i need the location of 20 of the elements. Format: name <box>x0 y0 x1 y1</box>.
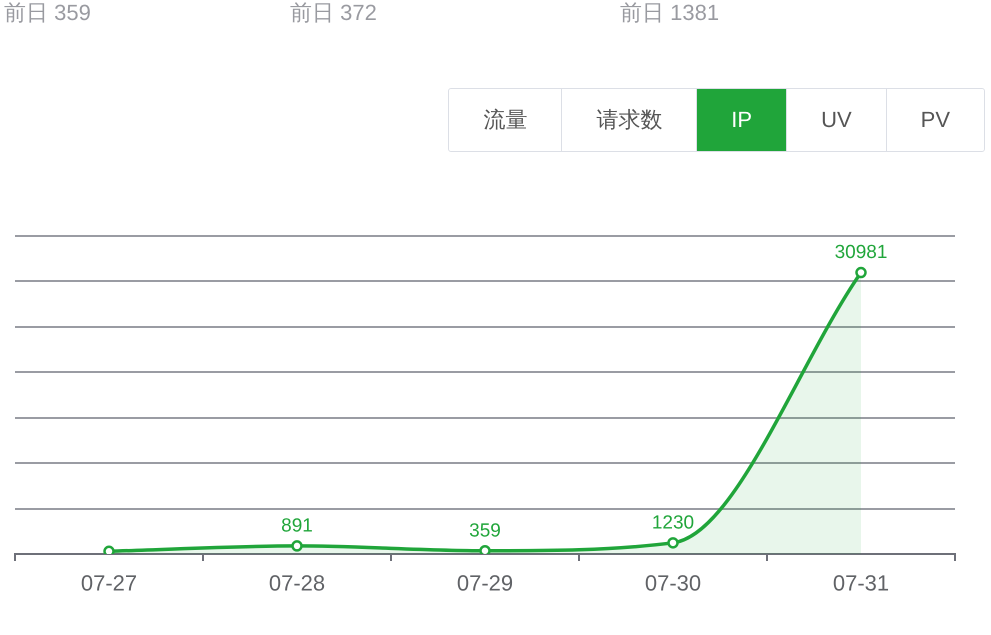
point <box>291 540 303 552</box>
x-tick-label: 07-27 <box>80 570 138 596</box>
text: 前日 359 <box>4 0 91 26</box>
point <box>103 546 115 554</box>
data-label: 1230 <box>652 512 694 534</box>
point <box>667 537 679 549</box>
x-tick-label: 07-29 <box>456 570 514 596</box>
x-tick-label: 07-30 <box>644 570 702 596</box>
data-label: 891 <box>281 516 313 537</box>
text: 前日 1381 <box>620 0 720 26</box>
text: 前日 372 <box>290 0 377 26</box>
point <box>855 266 867 278</box>
tab-button[interactable]: PV <box>886 89 984 151</box>
tab-button[interactable]: UV <box>786 89 886 151</box>
x-tick-label: 07-28 <box>268 570 326 596</box>
point <box>479 544 491 554</box>
tab-button[interactable]: 流量 <box>449 89 562 151</box>
x-tick-label: 07-31 <box>832 570 890 596</box>
data-label: 359 <box>469 520 501 542</box>
data-label: 30981 <box>834 242 888 264</box>
